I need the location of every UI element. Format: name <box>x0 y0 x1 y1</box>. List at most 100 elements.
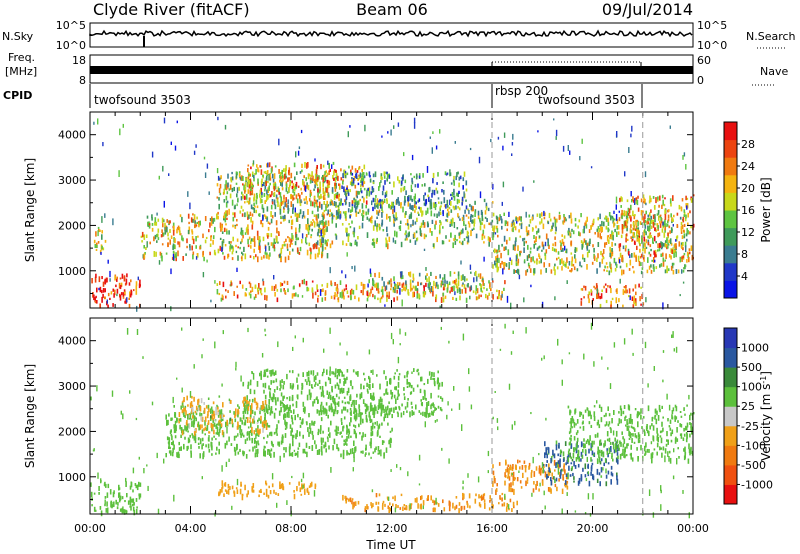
echo-cell <box>391 392 394 398</box>
echo-cell <box>438 382 441 387</box>
echo-cell <box>629 295 631 301</box>
echo-cell <box>182 256 184 261</box>
echo-cell <box>590 457 592 462</box>
echo-cell <box>343 374 345 377</box>
echo-cell <box>410 224 412 228</box>
echo-cell <box>347 192 350 196</box>
echo-cell <box>418 272 421 277</box>
echo-cell <box>284 256 287 263</box>
echo-cell <box>381 199 383 202</box>
echo-cell <box>322 405 324 410</box>
echo-cell <box>494 232 497 235</box>
echo-cell <box>554 483 557 488</box>
echo-cell <box>573 266 576 271</box>
echo-cell <box>276 386 279 390</box>
echo-cell <box>278 138 280 146</box>
echo-cell <box>565 261 567 268</box>
echo-cell <box>685 432 688 435</box>
echo-cell <box>279 253 281 258</box>
echo-cell <box>611 418 613 424</box>
echo-cell <box>243 246 245 252</box>
echo-cell <box>327 160 329 165</box>
echo-cell <box>618 447 620 451</box>
echo-cell <box>467 221 470 225</box>
echo-cell <box>282 178 284 182</box>
echo-cell <box>338 202 341 206</box>
echo-cell <box>405 234 408 240</box>
echo-cell <box>452 502 454 509</box>
echo-cell <box>232 236 234 242</box>
echo-cell <box>633 240 636 245</box>
echo-cell <box>354 446 356 453</box>
echo-cell <box>350 380 352 386</box>
echo-cell <box>573 436 576 441</box>
echo-cell <box>143 253 146 259</box>
echo-cell <box>308 370 310 377</box>
echo-cell <box>339 200 342 206</box>
echo-cell <box>120 282 123 287</box>
echo-cell <box>569 269 571 272</box>
echo-cell <box>654 408 657 413</box>
echo-cell <box>259 239 261 243</box>
echo-cell <box>590 166 593 169</box>
echo-cell <box>307 218 309 225</box>
echo-cell <box>369 217 372 221</box>
echo-cell <box>425 198 428 205</box>
echo-cell <box>566 280 568 284</box>
echo-cell <box>510 259 513 266</box>
echo-cell <box>575 432 578 436</box>
echo-cell <box>303 483 305 489</box>
echo-cell <box>378 399 380 406</box>
echo-cell <box>401 283 404 288</box>
echo-cell <box>440 396 442 399</box>
echo-cell <box>615 214 618 221</box>
echo-cell <box>657 225 659 230</box>
echo-cell <box>374 448 376 453</box>
echo-cell <box>483 241 485 244</box>
echo-cell <box>172 229 175 236</box>
nsearch-tick-low: 10^0 <box>697 39 727 52</box>
echo-cell <box>676 225 679 228</box>
echo-cell <box>307 209 309 215</box>
echo-cell <box>610 471 613 476</box>
echo-cell <box>590 465 593 470</box>
echo-cell <box>393 297 395 302</box>
echo-cell <box>228 188 231 191</box>
echo-cell <box>462 228 464 234</box>
echo-cell <box>283 206 285 209</box>
echo-cell <box>388 440 390 445</box>
echo-cell <box>267 242 270 246</box>
echo-cell <box>643 259 645 262</box>
echo-cell <box>659 220 661 224</box>
echo-cell <box>314 291 317 296</box>
echo-cell <box>618 210 620 213</box>
echo-cell <box>281 244 284 249</box>
echo-cell <box>617 231 620 235</box>
echo-cell <box>382 185 385 191</box>
echo-cell <box>505 263 508 267</box>
echo-cell <box>460 242 463 245</box>
echo-cell <box>335 201 337 208</box>
echo-cell <box>104 288 106 293</box>
echo-cell <box>287 177 289 182</box>
echo-cell <box>417 372 420 376</box>
echo-cell <box>365 408 368 412</box>
echo-cell <box>453 195 456 201</box>
echo-cell <box>277 441 279 446</box>
echo-cell <box>274 370 277 376</box>
echo-cell <box>256 195 258 199</box>
echo-cell <box>410 173 412 176</box>
echo-cell <box>218 448 220 455</box>
echo-cell <box>358 176 361 180</box>
echo-cell <box>626 217 629 221</box>
echo-cell <box>420 222 423 228</box>
echo-cell <box>331 385 333 392</box>
echo-cell <box>400 202 402 209</box>
echo-cell <box>683 427 685 432</box>
echo-cell <box>567 454 570 458</box>
echo-cell <box>264 382 267 389</box>
echo-cell <box>360 184 362 188</box>
echo-cell <box>317 176 319 180</box>
echo-cell <box>353 440 355 446</box>
echo-cell <box>229 184 232 190</box>
